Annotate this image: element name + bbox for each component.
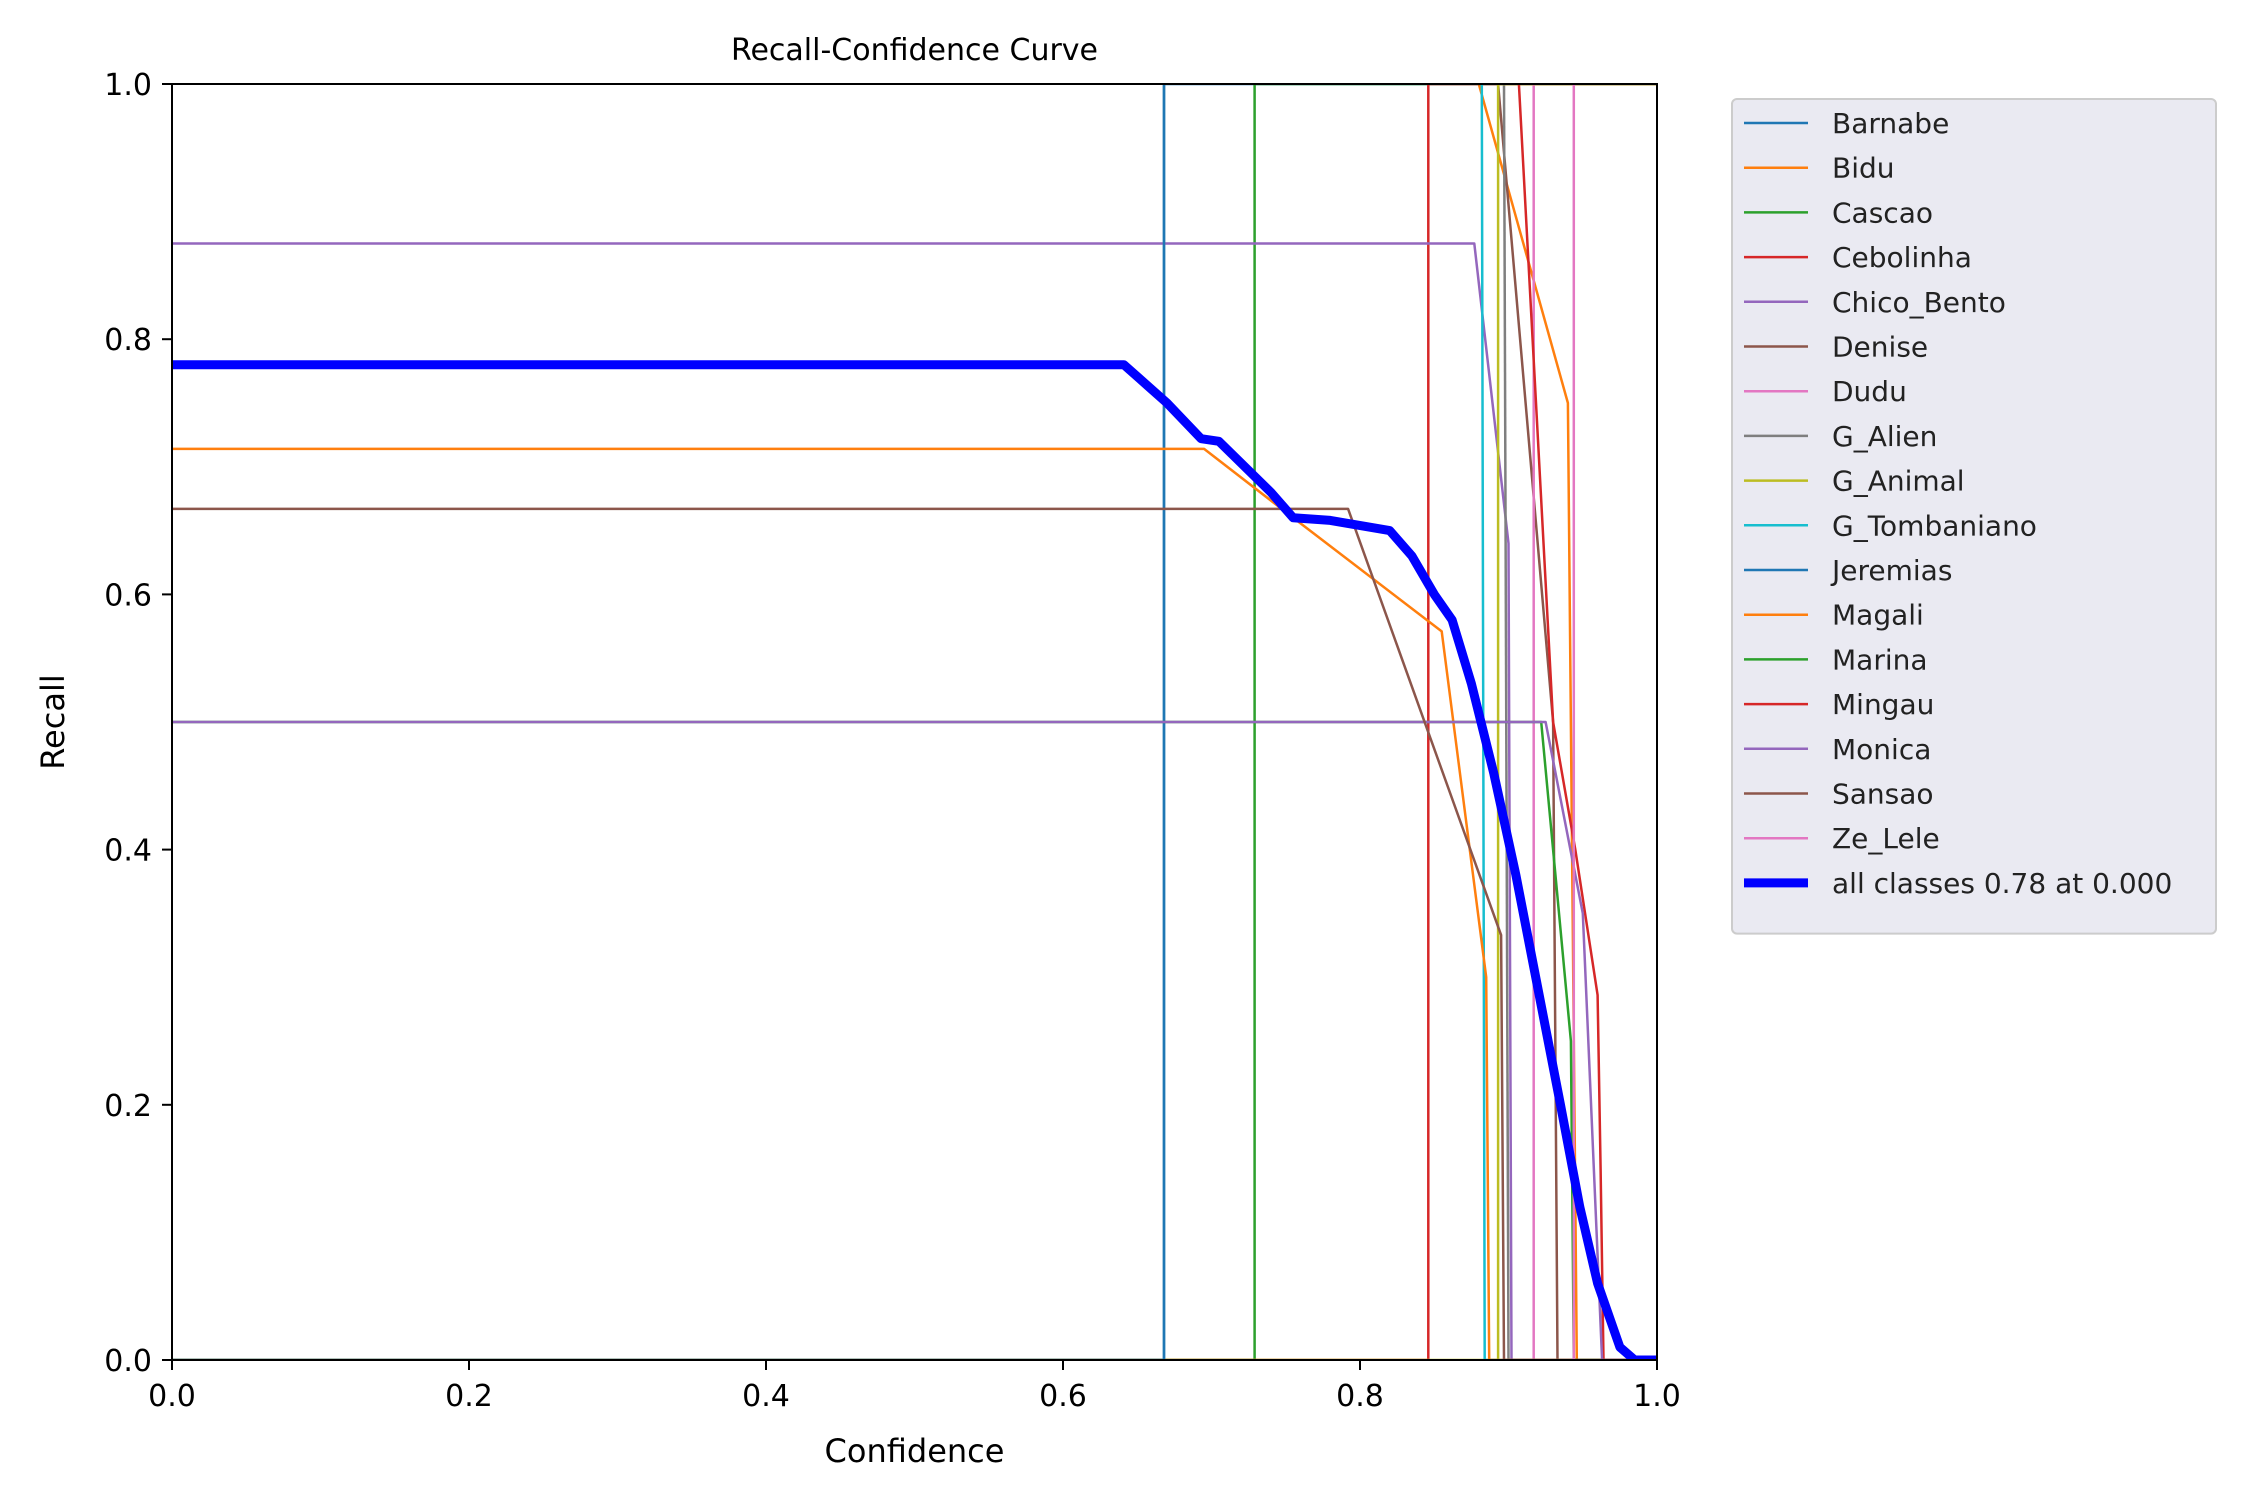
y-tick-label: 0.0 — [104, 1344, 152, 1379]
legend-label-all-classes-0-78-at-0-000: all classes 0.78 at 0.000 — [1832, 867, 2172, 900]
legend-label-g-tombaniano: G_Tombaniano — [1832, 509, 2037, 542]
legend-label-magali: Magali — [1832, 599, 1924, 632]
y-tick-label: 0.4 — [104, 834, 152, 869]
x-tick-label: 0.2 — [445, 1379, 493, 1414]
legend-box — [1731, 98, 2217, 935]
y-tick-label: 1.0 — [104, 68, 152, 103]
legend-label-marina: Marina — [1832, 643, 1928, 676]
series-line-chico-bento — [172, 242, 1657, 1360]
plot-area-frame — [171, 83, 1658, 1361]
series-line-denise — [1496, 84, 1657, 1360]
legend-label-ze-lele: Ze_Lele — [1832, 822, 1940, 855]
chart-title: Recall-Confidence Curve — [731, 33, 1098, 68]
x-tick-label: 0.0 — [148, 1379, 196, 1414]
x-tick-label: 0.4 — [742, 1379, 790, 1414]
legend-label-mingau: Mingau — [1832, 688, 1934, 721]
legend-label-g-alien: G_Alien — [1832, 420, 1937, 453]
legend-label-monica: Monica — [1832, 733, 1931, 766]
y-tick-label: 0.6 — [104, 578, 152, 613]
series-layer — [172, 84, 1657, 1360]
series-line-monica — [172, 720, 1657, 1360]
series-line-sansao — [172, 507, 1657, 1360]
y-axis-ticks: 0.0 0.2 0.4 0.6 0.8 1.0 — [104, 68, 172, 1379]
legend-label-chico-bento: Chico_Bento — [1832, 286, 2006, 319]
x-tick-label: 1.0 — [1633, 1379, 1681, 1414]
series-line-g-tombaniano — [1480, 84, 1657, 1360]
x-axis-title: Confidence — [825, 1432, 1005, 1470]
legend-label-jeremias: Jeremias — [1830, 554, 1952, 587]
legend-label-g-animal: G_Animal — [1832, 465, 1965, 498]
legend-label-denise: Denise — [1832, 331, 1928, 364]
legend: Barnabe Bidu Cascao Cebolinha Chico_Bento Den… — [1731, 98, 2217, 935]
y-axis-title: Recall — [34, 674, 72, 769]
legend-label-barnabe: Barnabe — [1832, 107, 1949, 140]
x-axis-ticks: 0.0 0.2 0.4 0.6 0.8 1.0 — [148, 1360, 1681, 1414]
legend-label-sansao: Sansao — [1832, 778, 1934, 811]
series-line-bidu — [1477, 84, 1657, 1360]
legend-label-dudu: Dudu — [1832, 375, 1907, 408]
legend-label-cebolinha: Cebolinha — [1832, 241, 1972, 274]
series-line-mingau — [1517, 84, 1657, 1360]
series-line-all-classes-0-78-at-0-000 — [172, 360, 1657, 1360]
x-tick-label: 0.6 — [1039, 1379, 1087, 1414]
y-tick-label: 0.2 — [104, 1089, 152, 1124]
x-tick-label: 0.8 — [1336, 1379, 1384, 1414]
legend-label-cascao: Cascao — [1832, 196, 1933, 229]
y-tick-label: 0.8 — [104, 323, 152, 358]
series-line-magali — [172, 447, 1657, 1360]
legend-label-bidu: Bidu — [1832, 152, 1895, 185]
